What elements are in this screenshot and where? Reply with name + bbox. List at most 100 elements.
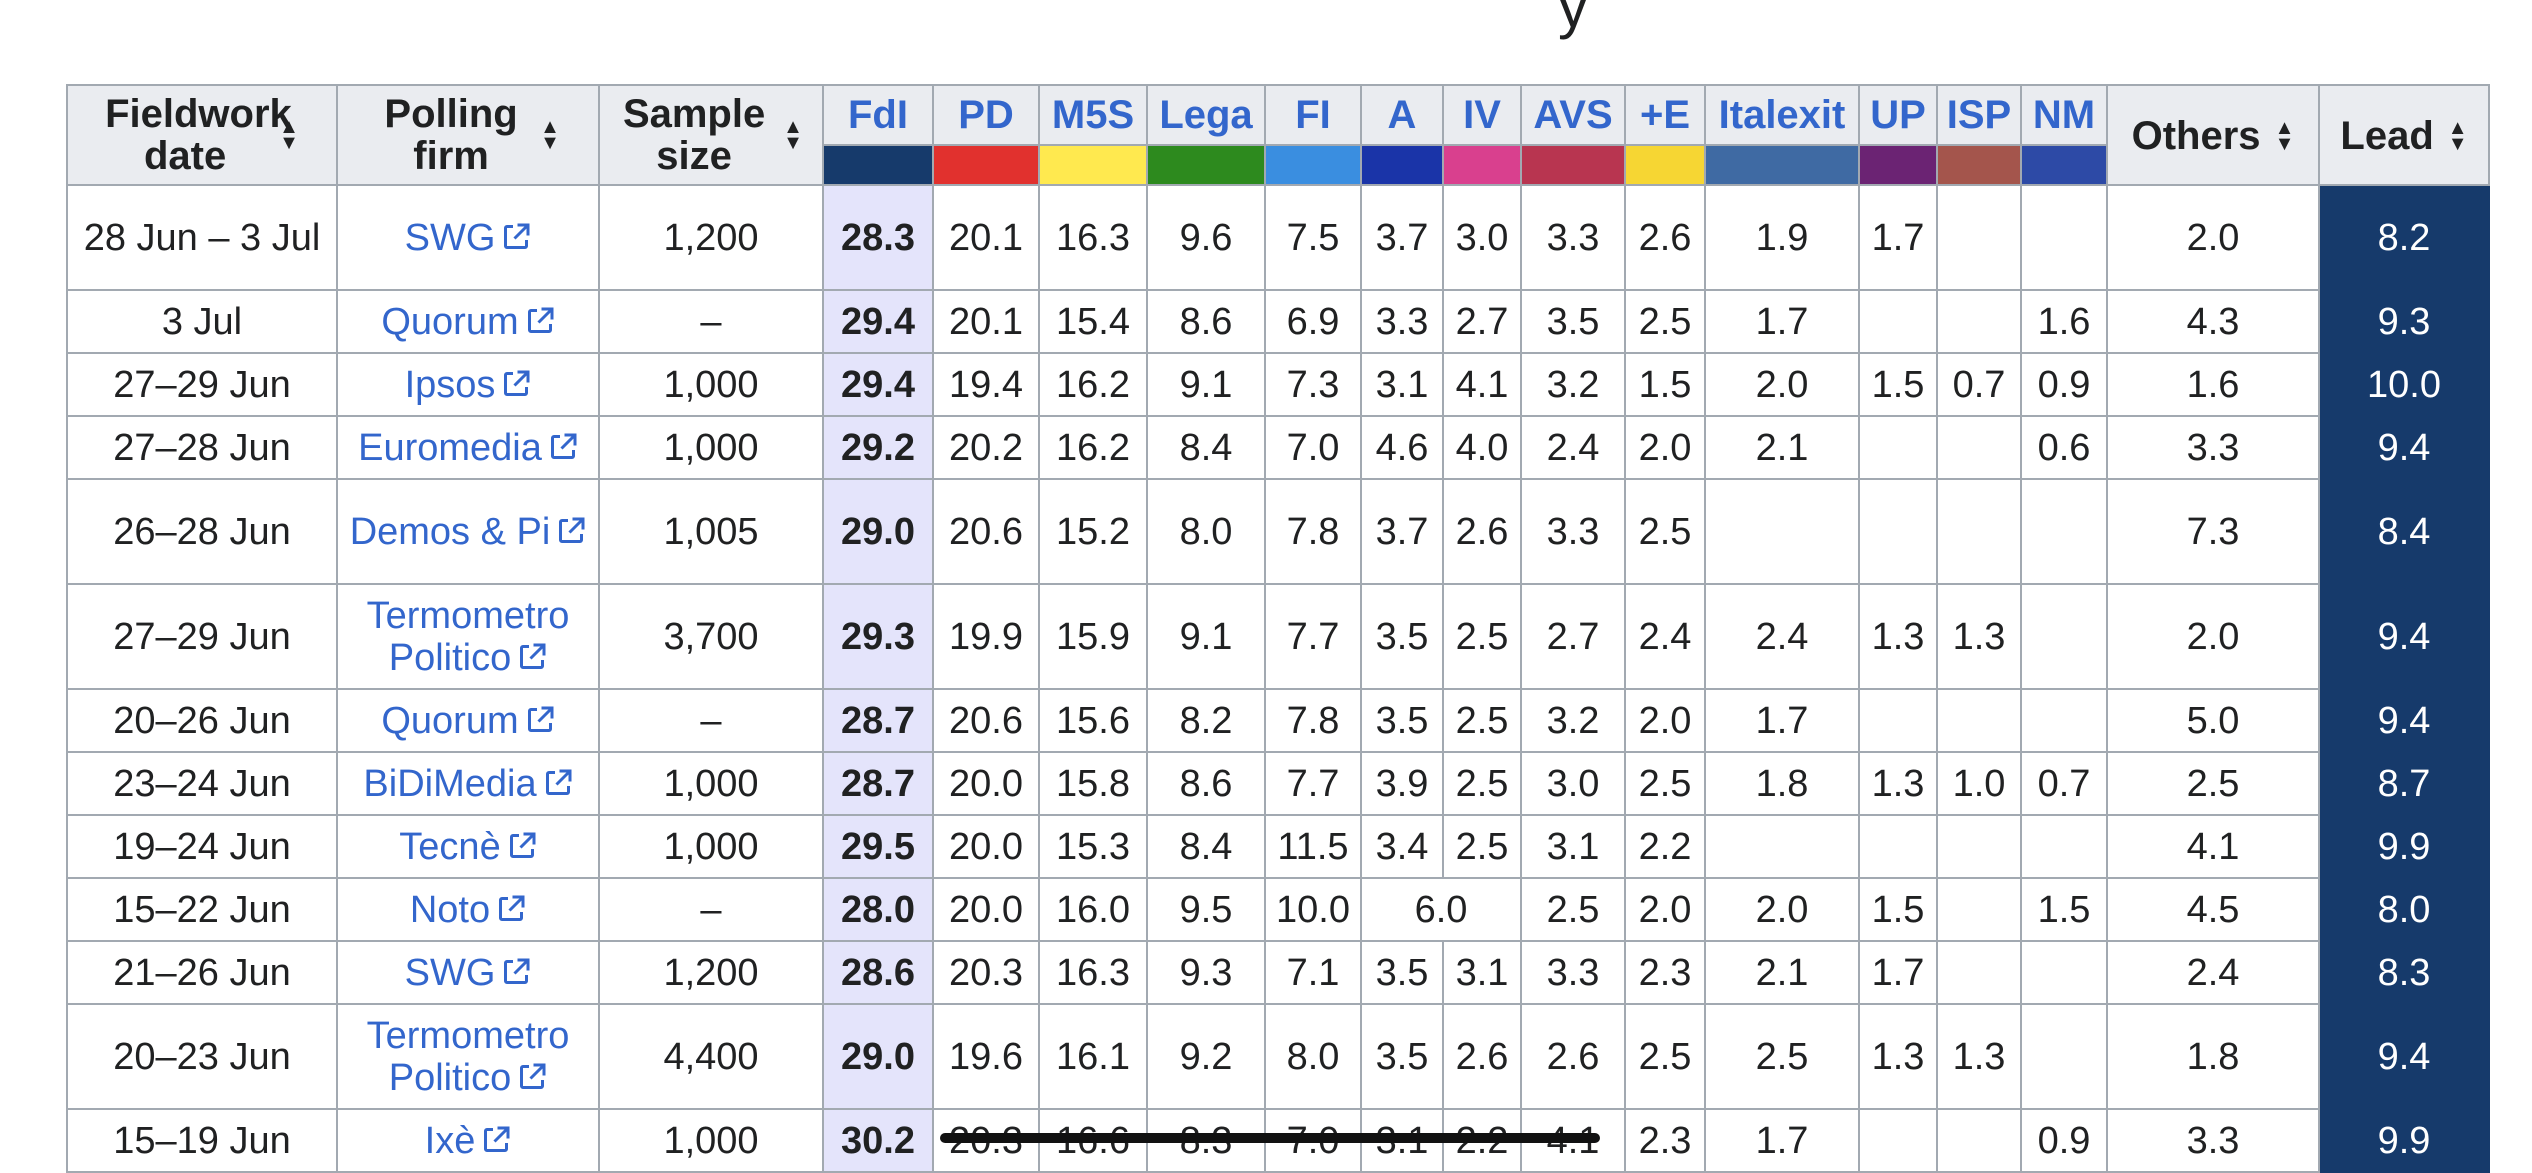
party-value-cell (1936, 688, 2022, 753)
party-value-cell: 8.6 (1146, 751, 1266, 816)
polling-firm-link[interactable]: Tecnè (399, 826, 536, 868)
polling-firm-link[interactable]: SWG (405, 952, 532, 994)
party-value-cell: 2.0 (1624, 688, 1706, 753)
party-value-cell: 2.6 (1442, 1003, 1522, 1110)
col-header-fieldwork-date[interactable]: Fieldwork date▲ ▼ (66, 84, 338, 186)
party-value-cell: 7.8 (1264, 688, 1362, 753)
others-cell: 4.3 (2106, 289, 2320, 354)
party-value-cell: 28.7 (822, 688, 934, 753)
party-value-cell: 3.5 (1520, 289, 1626, 354)
party-header-m5s[interactable]: M5S (1038, 84, 1148, 146)
lead-cell: 9.4 (2318, 415, 2490, 480)
party-color-swatch (1264, 144, 1362, 186)
fieldwork-date-cell: 27–29 Jun (66, 583, 338, 690)
party-value-cell: 15.2 (1038, 478, 1148, 585)
party-header-iv[interactable]: IV (1442, 84, 1522, 146)
party-value-cell: 7.8 (1264, 478, 1362, 585)
polling-firm-link[interactable]: SWG (405, 217, 532, 259)
party-link[interactable]: PD (958, 93, 1014, 137)
party-value-cell: 8.0 (1146, 478, 1266, 585)
party-header-piu-europa[interactable]: +E (1624, 84, 1706, 146)
party-value-cell (1936, 814, 2022, 879)
party-value-cell: 3.9 (1360, 751, 1444, 816)
party-value-cell (1936, 940, 2022, 1005)
party-value-cell (2020, 478, 2108, 585)
party-value-cell: 20.6 (932, 688, 1040, 753)
party-value-cell: 8.2 (1146, 688, 1266, 753)
party-link[interactable]: FdI (848, 93, 908, 137)
party-value-cell: 6.9 (1264, 289, 1362, 354)
party-value-cell: 3.5 (1360, 583, 1444, 690)
cropped-heading-fragment: y (1558, 0, 1588, 40)
party-header-a[interactable]: A (1360, 84, 1444, 146)
col-header-label: Fieldwork date (105, 92, 292, 178)
party-link[interactable]: FI (1295, 93, 1331, 137)
party-value-cell: 2.5 (1624, 751, 1706, 816)
polling-firm-link[interactable]: Noto (410, 889, 526, 931)
party-link[interactable]: M5S (1051, 93, 1135, 137)
polling-firm-link[interactable]: Demos & Pi (350, 511, 587, 553)
party-value-cell: 1.3 (1858, 583, 1938, 690)
party-color-swatch (1442, 144, 1522, 186)
polling-firm-link[interactable]: Quorum (381, 700, 554, 742)
party-value-cell: 8.0 (1264, 1003, 1362, 1110)
party-link[interactable]: Lega (1159, 93, 1253, 137)
polling-firm-link[interactable]: BiDiMedia (363, 763, 572, 805)
party-link[interactable]: UP (1870, 93, 1926, 137)
party-header-fdi[interactable]: FdI (822, 84, 934, 146)
party-link[interactable]: ISP (1946, 93, 2012, 137)
others-cell: 1.6 (2106, 352, 2320, 417)
party-link[interactable]: Italexit (1718, 93, 1846, 137)
polling-firm-link[interactable]: Termometro Politico (367, 595, 570, 679)
fieldwork-date-cell: 19–24 Jun (66, 814, 338, 879)
sort-icon[interactable]: ▲ ▼ (279, 116, 299, 154)
party-header-pd[interactable]: PD (932, 84, 1040, 146)
polling-firm-link[interactable]: Termometro Politico (367, 1015, 570, 1099)
lead-cell: 9.4 (2318, 688, 2490, 753)
party-value-cell: 2.3 (1624, 1108, 1706, 1173)
polling-firm-link[interactable]: Ipsos (405, 364, 532, 406)
party-value-cell: 3.7 (1360, 184, 1444, 291)
external-link-icon (517, 642, 547, 672)
col-header-polling-firm[interactable]: Polling firm ▲ ▼ (336, 84, 600, 186)
party-link[interactable]: +E (1639, 93, 1691, 137)
party-value-cell: 2.5 (1704, 1003, 1860, 1110)
polling-firm-link[interactable]: Quorum (381, 301, 554, 343)
sort-icon[interactable]: ▲ ▼ (2274, 117, 2295, 156)
party-value-cell: 3.3 (1520, 478, 1626, 585)
party-header-lega[interactable]: Lega (1146, 84, 1266, 146)
sort-icon[interactable]: ▲ ▼ (540, 116, 560, 154)
party-header-italexit[interactable]: Italexit (1704, 84, 1860, 146)
party-header-nm[interactable]: NM (2020, 84, 2108, 146)
others-cell: 2.0 (2106, 184, 2320, 291)
party-header-up[interactable]: UP (1858, 84, 1938, 146)
party-value-cell: 1.3 (1858, 751, 1938, 816)
party-value-cell: 2.5 (1624, 1003, 1706, 1110)
party-header-fi[interactable]: FI (1264, 84, 1362, 146)
others-cell: 2.0 (2106, 583, 2320, 690)
party-value-cell: 4.0 (1442, 415, 1522, 480)
party-value-cell: 1.3 (1936, 583, 2022, 690)
party-link[interactable]: A (1387, 93, 1417, 137)
party-header-isp[interactable]: ISP (1936, 84, 2022, 146)
sort-icon[interactable]: ▲ ▼ (2447, 117, 2468, 156)
party-value-cell (2020, 688, 2108, 753)
col-header-others[interactable]: Others ▲ ▼ (2106, 84, 2320, 186)
party-value-cell: 29.0 (822, 1003, 934, 1110)
polling-firm-link[interactable]: Euromedia (358, 427, 578, 469)
col-header-lead[interactable]: Lead ▲ ▼ (2318, 84, 2490, 186)
lead-cell: 9.4 (2318, 583, 2490, 690)
sample-size-cell: 1,005 (598, 478, 824, 585)
party-link[interactable]: AVS (1533, 93, 1613, 137)
polling-firm-label: Quorum (381, 300, 519, 343)
sort-icon[interactable]: ▲ ▼ (783, 116, 803, 154)
polling-firm-link[interactable]: Ixè (425, 1120, 512, 1162)
party-header-avs[interactable]: AVS (1520, 84, 1626, 146)
party-value-cell: 9.3 (1146, 940, 1266, 1005)
party-value-cell: 2.6 (1520, 1003, 1626, 1110)
party-link[interactable]: IV (1463, 93, 1501, 137)
col-header-sample-size[interactable]: Sample size ▲ ▼ (598, 84, 824, 186)
polling-firm-cell: Quorum (336, 688, 600, 753)
party-value-cell: 2.5 (1624, 289, 1706, 354)
party-link[interactable]: NM (2032, 93, 2096, 137)
